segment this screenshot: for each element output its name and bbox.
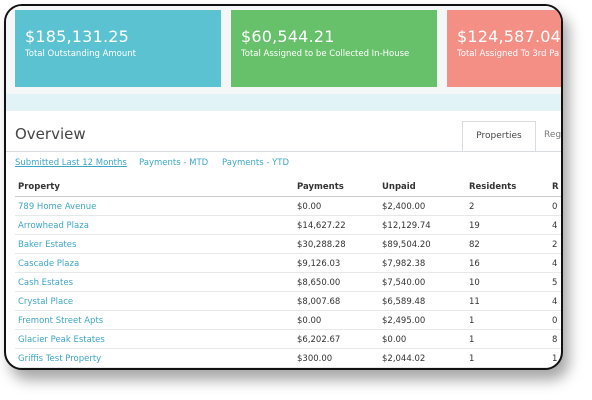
residents-cell: 2 bbox=[469, 202, 475, 212]
tabs-divider bbox=[6, 151, 561, 152]
filter-submitted-last-12-months[interactable]: Submitted Last 12 Months bbox=[15, 158, 127, 168]
extra-cell: 5 bbox=[552, 278, 558, 288]
card-amount: $60,544.21 bbox=[241, 27, 335, 46]
residents-cell: 19 bbox=[469, 221, 480, 231]
unpaid-cell: $12,129.74 bbox=[382, 221, 431, 231]
property-link[interactable]: Griffis Test Property bbox=[18, 354, 102, 364]
table-row: 789 Home Avenue $0.00 $2,400.00 2 0 bbox=[15, 197, 561, 216]
property-link[interactable]: Glacier Peak Estates bbox=[18, 335, 105, 345]
column-header-payments[interactable]: Payments bbox=[297, 182, 344, 192]
property-link[interactable]: Cash Estates bbox=[18, 278, 73, 288]
divider-band bbox=[6, 94, 561, 111]
unpaid-cell: $7,540.00 bbox=[382, 278, 426, 288]
card-caption: Total Assigned to be Collected In-House bbox=[241, 49, 410, 59]
unpaid-cell: $2,400.00 bbox=[382, 202, 426, 212]
column-header-residents[interactable]: Residents bbox=[469, 182, 517, 192]
extra-cell: 8 bbox=[552, 335, 558, 345]
unpaid-cell: $2,044.02 bbox=[382, 354, 426, 364]
property-link[interactable]: Arrowhead Plaza bbox=[18, 221, 89, 231]
payments-cell: $8,650.00 bbox=[297, 278, 341, 288]
table-row: Fremont Street Apts $0.00 $2,495.00 1 0 bbox=[15, 311, 561, 330]
residents-cell: 1 bbox=[469, 316, 475, 326]
table-row: Glacier Peak Estates $6,202.67 $0.00 1 8 bbox=[15, 330, 561, 349]
properties-table: Property Payments Unpaid Residents R 789… bbox=[15, 176, 561, 368]
column-header-extra[interactable]: R bbox=[552, 182, 559, 192]
payments-cell: $0.00 bbox=[297, 316, 322, 326]
dashboard: $185,131.25 Total Outstanding Amount $60… bbox=[6, 6, 562, 368]
card-amount: $124,587.04 bbox=[457, 27, 561, 46]
residents-cell: 1 bbox=[469, 354, 475, 364]
table-row: Griffis Test Property $300.00 $2,044.02 … bbox=[15, 349, 561, 368]
extra-cell: 4 bbox=[552, 221, 558, 231]
extra-cell: 4 bbox=[552, 297, 558, 307]
extra-cell: 4 bbox=[552, 259, 558, 269]
property-link[interactable]: Fremont Street Apts bbox=[18, 316, 104, 326]
table-header: Property Payments Unpaid Residents R bbox=[15, 176, 561, 197]
table-row: Baker Estates $30,288.28 $89,504.20 82 2 bbox=[15, 235, 561, 254]
unpaid-cell: $2,495.00 bbox=[382, 316, 426, 326]
filter-payments-ytd[interactable]: Payments - YTD bbox=[222, 158, 290, 168]
extra-cell: 2 bbox=[552, 240, 558, 250]
payments-cell: $14,627.22 bbox=[297, 221, 346, 231]
residents-cell: 82 bbox=[469, 240, 480, 250]
payments-cell: $0.00 bbox=[297, 202, 322, 212]
unpaid-cell: $6,589.48 bbox=[382, 297, 426, 307]
in-house-amount-card[interactable]: $60,544.21 Total Assigned to be Collecte… bbox=[231, 10, 437, 87]
extra-cell: 0 bbox=[552, 316, 558, 326]
card-amount: $185,131.25 bbox=[25, 27, 129, 46]
residents-cell: 11 bbox=[469, 297, 480, 307]
unpaid-cell: $89,504.20 bbox=[382, 240, 431, 250]
column-header-property[interactable]: Property bbox=[18, 182, 60, 192]
unpaid-cell: $7,982.38 bbox=[382, 259, 426, 269]
table-row: Cascade Plaza $9,126.03 $7,982.38 16 4 bbox=[15, 254, 561, 273]
residents-cell: 16 bbox=[469, 259, 480, 269]
residents-cell: 10 bbox=[469, 278, 480, 288]
payments-cell: $9,126.03 bbox=[297, 259, 341, 269]
payments-cell: $300.00 bbox=[297, 354, 333, 364]
property-link[interactable]: Cascade Plaza bbox=[18, 259, 80, 269]
table-row: Arrowhead Plaza $14,627.22 $12,129.74 19… bbox=[15, 216, 561, 235]
property-link[interactable]: Crystal Place bbox=[18, 297, 74, 307]
third-party-amount-card[interactable]: $124,587.04 Total Assigned To 3rd Pa bbox=[447, 10, 561, 87]
outstanding-amount-card[interactable]: $185,131.25 Total Outstanding Amount bbox=[15, 10, 221, 87]
page-title: Overview bbox=[15, 125, 86, 143]
table-row: Crystal Place $8,007.68 $6,589.48 11 4 bbox=[15, 292, 561, 311]
payments-cell: $6,202.67 bbox=[297, 335, 341, 345]
extra-cell: 1 bbox=[552, 354, 558, 364]
table-row: Cash Estates $8,650.00 $7,540.00 10 5 bbox=[15, 273, 561, 292]
extra-cell: 0 bbox=[552, 202, 558, 212]
card-caption: Total Assigned To 3rd Pa bbox=[457, 49, 560, 59]
column-header-unpaid[interactable]: Unpaid bbox=[382, 182, 416, 192]
filter-payments-mtd[interactable]: Payments - MTD bbox=[139, 158, 209, 168]
payments-cell: $8,007.68 bbox=[297, 297, 341, 307]
card-caption: Total Outstanding Amount bbox=[25, 49, 136, 59]
summary-area: $185,131.25 Total Outstanding Amount $60… bbox=[6, 6, 561, 94]
residents-cell: 1 bbox=[469, 335, 475, 345]
tab-regions[interactable]: Reg bbox=[544, 130, 562, 140]
property-link[interactable]: Baker Estates bbox=[18, 240, 77, 250]
unpaid-cell: $0.00 bbox=[382, 335, 407, 345]
app-window: $185,131.25 Total Outstanding Amount $60… bbox=[4, 4, 563, 370]
payments-cell: $30,288.28 bbox=[297, 240, 346, 250]
property-link[interactable]: 789 Home Avenue bbox=[18, 202, 97, 212]
tab-properties[interactable]: Properties bbox=[462, 121, 536, 152]
